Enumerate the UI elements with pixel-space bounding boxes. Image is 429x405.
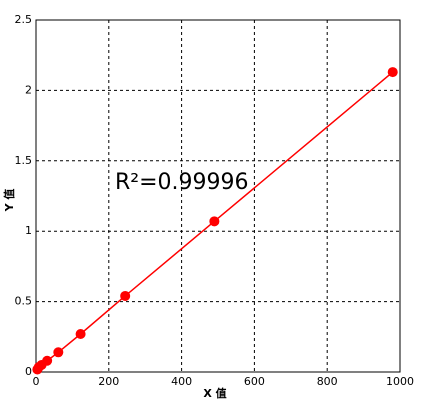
y-tick-label: 2: [25, 83, 32, 96]
y-tick-label: 2.5: [15, 13, 33, 26]
x-tick-label: 800: [317, 375, 338, 388]
data-point: [209, 216, 220, 227]
y-tick-label: 0: [25, 365, 32, 378]
x-tick-label: 600: [244, 375, 265, 388]
x-tick-label: 200: [98, 375, 119, 388]
data-point: [53, 347, 64, 358]
x-tick-label: 400: [171, 375, 192, 388]
x-axis-label: X 值: [203, 386, 226, 400]
plot-frame: [35, 19, 401, 373]
y-tick-label: 0.5: [15, 295, 33, 308]
x-tick-label: 0: [33, 375, 40, 388]
x-tick-label: 1000: [386, 375, 414, 388]
data-point: [42, 355, 53, 366]
y-axis-label: Y 值: [2, 189, 16, 213]
y-tick-label: 1: [25, 224, 32, 237]
data-point: [120, 290, 131, 301]
data-point: [387, 67, 398, 78]
data-point: [75, 328, 86, 339]
y-tick-label: 1.5: [15, 154, 33, 167]
